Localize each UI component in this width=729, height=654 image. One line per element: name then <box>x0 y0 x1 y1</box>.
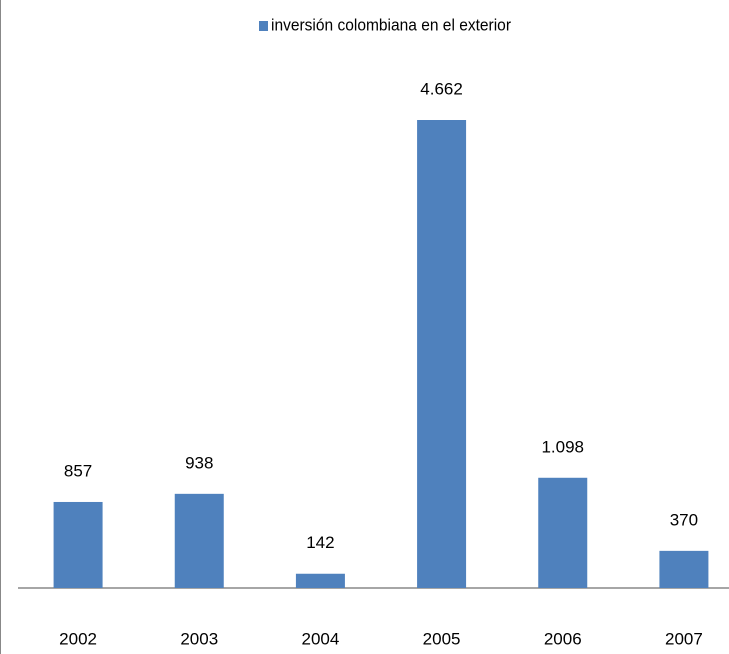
data-label: 1.098 <box>541 437 584 456</box>
legend-label: inversión colombiana en el exterior <box>271 15 511 34</box>
x-tick-label: 2002 <box>59 629 97 648</box>
bar <box>538 477 588 588</box>
x-tick-label: 2005 <box>423 629 461 648</box>
data-label: 938 <box>185 453 213 472</box>
bar <box>417 120 467 588</box>
data-label: 4.662 <box>420 79 463 98</box>
data-label: 857 <box>64 461 92 480</box>
x-tick-label: 2004 <box>302 629 340 648</box>
x-tick-label: 2006 <box>544 629 582 648</box>
bar <box>53 501 103 588</box>
data-label: 142 <box>306 533 334 552</box>
data-label: 370 <box>670 510 698 529</box>
x-tick-label: 2003 <box>180 629 218 648</box>
bar <box>295 573 345 588</box>
bar <box>174 493 224 588</box>
x-tick-label: 2007 <box>665 629 703 648</box>
legend-swatch <box>259 21 268 31</box>
bar <box>659 550 709 588</box>
